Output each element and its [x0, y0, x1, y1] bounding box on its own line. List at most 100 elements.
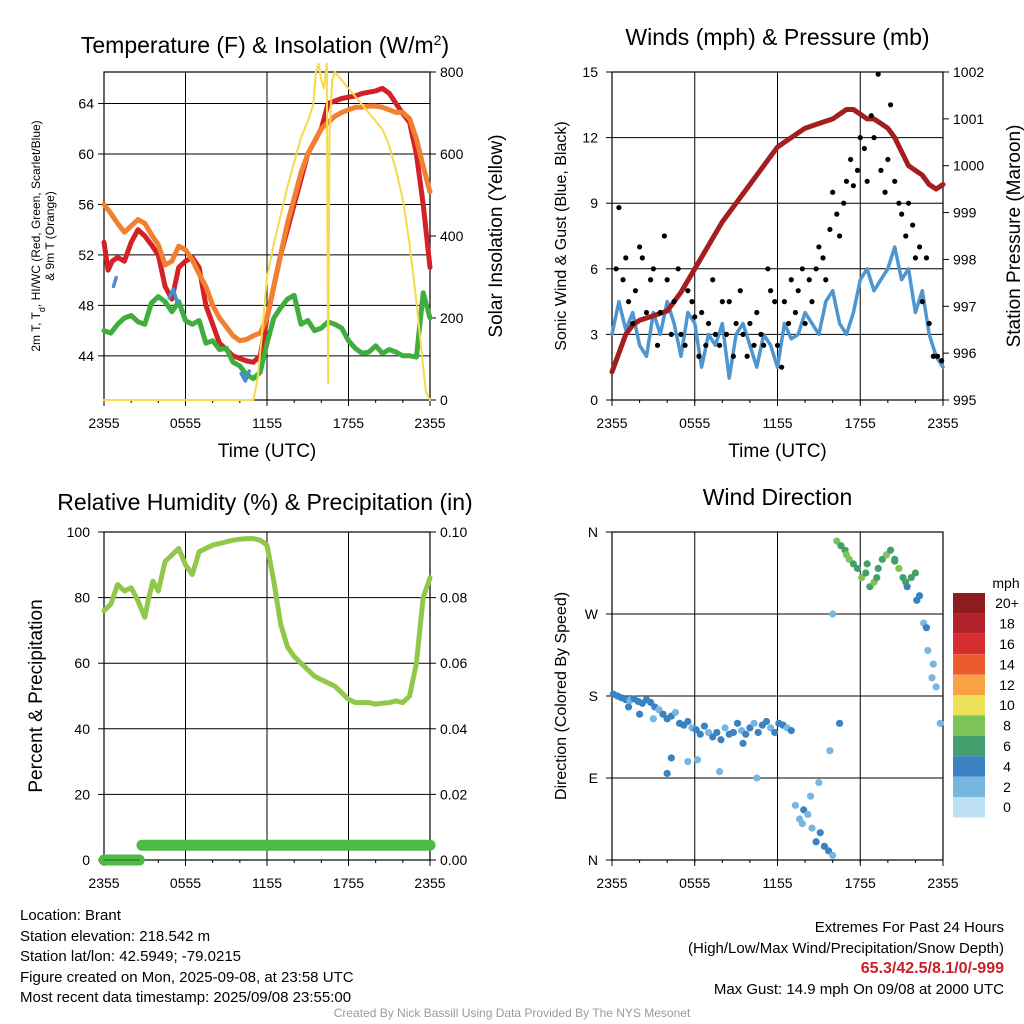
- gust-point: [620, 277, 626, 283]
- legend-swatch: [953, 776, 985, 797]
- x-tick-label: 1155: [252, 415, 282, 431]
- humidity-chart: Relative Humidity (%) & Precipitation (i…: [26, 489, 473, 891]
- legend-swatch: [953, 756, 985, 777]
- gust-point: [657, 309, 663, 316]
- gust-point: [675, 266, 681, 272]
- gust-point: [864, 178, 870, 184]
- direction-point: [663, 769, 671, 778]
- gust-point: [723, 331, 730, 337]
- y-axis-label: Direction (Colored By Speed): [553, 592, 570, 800]
- direction-point: [746, 724, 754, 732]
- gust-point: [682, 342, 688, 348]
- y-tick-label: 44: [78, 348, 94, 364]
- gust-point: [630, 320, 636, 327]
- legend-label: 0: [1003, 799, 1011, 815]
- x-tick-label: 0555: [170, 875, 201, 891]
- x-tick-label: 2355: [88, 875, 119, 891]
- legend-label: 12: [999, 677, 1015, 693]
- x-tick-label: 1755: [333, 875, 364, 891]
- gust-point: [820, 255, 826, 261]
- legend-swatch: [953, 633, 985, 655]
- latlon-text: Station lat/lon: 42.5949; -79.0215: [20, 948, 242, 965]
- x-tick-label: 2355: [927, 875, 958, 891]
- direction-point: [667, 754, 675, 762]
- temp9m-series: [101, 103, 433, 344]
- direction-point: [754, 728, 762, 737]
- direction-point: [895, 564, 903, 573]
- legend-label: 16: [999, 636, 1015, 652]
- direction-point: [863, 560, 871, 568]
- y-tick-label: 60: [78, 146, 94, 162]
- direction-point: [829, 610, 837, 618]
- gust-point: [809, 299, 815, 305]
- y-tick-label: 60: [74, 655, 90, 671]
- legend-swatch: [953, 674, 985, 695]
- y-tick-label: 12: [582, 130, 598, 146]
- direction-point: [693, 756, 702, 764]
- gust-point: [716, 342, 723, 348]
- gust-point: [847, 156, 854, 163]
- direction-point: [882, 551, 891, 559]
- gust-point: [827, 226, 833, 233]
- gust-point: [823, 277, 829, 283]
- direction-point: [767, 724, 775, 732]
- winds-chart: Winds (mph) & Pressure (mb) 2355 0555 1155 1…: [553, 24, 1024, 462]
- station-info: Location: Brant Station elevation: 218.5…: [20, 906, 354, 1009]
- humidity-series: [101, 536, 433, 707]
- x-tick-label: 1755: [333, 415, 364, 431]
- direction-point: [816, 829, 824, 837]
- gust-point: [836, 233, 843, 239]
- gust-point: [740, 331, 746, 337]
- y-tick-label: W: [585, 606, 599, 622]
- y2-tick-label: 0.02: [440, 786, 467, 802]
- y2-tick-label: 0.04: [440, 721, 467, 737]
- direction-point: [717, 736, 725, 744]
- gust-point: [816, 244, 822, 250]
- gust-point: [857, 135, 863, 141]
- gust-point: [668, 331, 674, 337]
- gust-point: [854, 167, 861, 173]
- y-tick-label: 0: [82, 852, 90, 868]
- direction-point: [835, 719, 844, 727]
- direction-point: [829, 851, 837, 860]
- x-tick-label: 0555: [170, 415, 201, 431]
- temperature-chart: Temperature (F) & Insolation (W/m2) 2355 0…: [29, 32, 507, 462]
- created-text: Figure created on Mon, 2025-09-08, at 23…: [20, 968, 354, 986]
- location-text: Location: Brant: [20, 907, 121, 924]
- gust-point: [761, 342, 767, 348]
- windchill-series: [111, 275, 118, 289]
- recent-timestamp-text: Most recent data timestamp: 2025/09/08 2…: [20, 989, 352, 1006]
- y-tick-label: 64: [78, 96, 94, 112]
- gust-point: [806, 277, 812, 283]
- direction-point: [800, 806, 808, 814]
- gust-point: [772, 299, 778, 305]
- extremes-values: 65.3/42.5/8.1/0/-999: [860, 960, 1004, 977]
- extremes-info: Extremes For Past 24 Hours (High/Low/Max…: [688, 918, 1004, 1000]
- direction-point: [837, 542, 845, 550]
- y2-tick-label: 600: [440, 146, 464, 162]
- gust-point: [919, 299, 925, 305]
- direction-point: [692, 726, 700, 734]
- x-tick-label: 1155: [252, 875, 282, 891]
- legend-label: 10: [999, 697, 1015, 713]
- x-tick-label: 1755: [845, 415, 876, 431]
- direction-point: [762, 717, 771, 726]
- gust-point: [671, 299, 677, 305]
- gust-point: [887, 102, 894, 108]
- gust-point: [689, 299, 695, 305]
- direction-point: [700, 722, 709, 730]
- y-tick-label: 3: [590, 326, 598, 342]
- direction-point: [936, 719, 944, 727]
- direction-point: [647, 698, 655, 706]
- y2-tick-label: 996: [953, 345, 977, 361]
- gust-point: [868, 113, 874, 119]
- direction-point: [684, 717, 692, 726]
- legend-swatch: [953, 613, 985, 634]
- y2-tick-label: 997: [953, 298, 977, 314]
- gust-point: [905, 200, 912, 206]
- gust-point: [625, 299, 632, 305]
- direction-point: [932, 683, 940, 691]
- gust-point: [774, 342, 781, 348]
- direction-point: [804, 810, 812, 819]
- x-tick-label: 1755: [845, 875, 876, 891]
